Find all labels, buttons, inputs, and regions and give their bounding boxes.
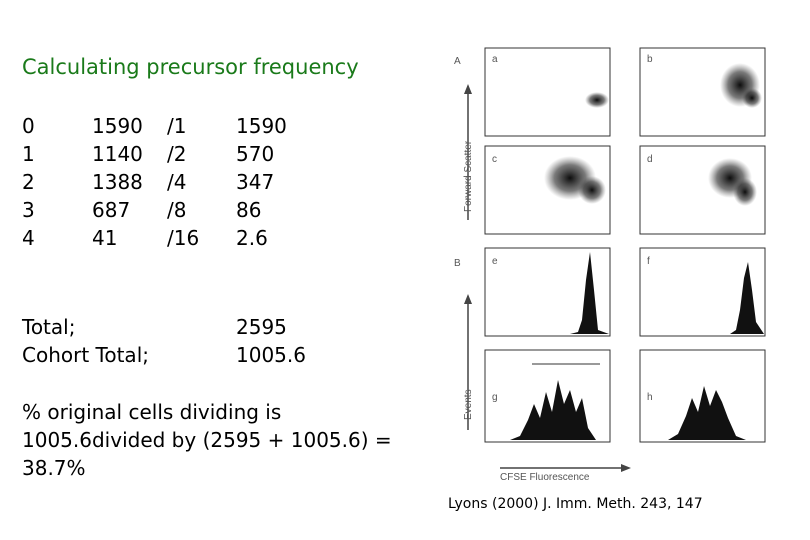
panel-a-letter: a <box>492 54 498 65</box>
total-label: Total; <box>22 315 76 339</box>
panel-b-letter: b <box>647 54 653 65</box>
panel-e: e <box>484 247 611 337</box>
panel-f: f <box>639 247 766 337</box>
panel-b: b <box>639 47 766 137</box>
forward-scatter-label: Forward Scatter <box>463 140 474 212</box>
dilution-factor: /16 <box>167 226 200 250</box>
division-number: 0 <box>22 114 35 138</box>
note-line-1: % original cells dividing is <box>22 400 282 424</box>
histogram-peaks <box>510 380 596 440</box>
note-line-2: 1005.6divided by (2595 + 1005.6) = <box>22 428 392 452</box>
dilution-factor: /8 <box>167 198 187 222</box>
panel-h: h <box>639 349 766 443</box>
cohort-number: 347 <box>236 170 275 194</box>
citation: Lyons (2000) J. Imm. Meth. 243, 147 <box>448 496 703 512</box>
scatter-cluster <box>585 92 609 108</box>
division-number: 4 <box>22 226 35 250</box>
histogram-peak <box>641 262 764 334</box>
panel-a: a <box>484 47 611 137</box>
event-count: 41 <box>92 226 118 250</box>
division-number: 2 <box>22 170 35 194</box>
panel-f-letter: f <box>647 256 650 267</box>
note-line-3: 38.7% <box>22 456 86 480</box>
scatter-cluster-core <box>733 178 757 206</box>
arrow-head-a <box>464 84 472 94</box>
event-count: 687 <box>92 198 131 222</box>
event-count: 1388 <box>92 170 143 194</box>
cohort-total-value: 1005.6 <box>236 343 306 367</box>
event-count: 1590 <box>92 114 143 138</box>
slide-title: Calculating precursor frequency <box>22 55 359 79</box>
total-value: 2595 <box>236 315 287 339</box>
dilution-factor: /1 <box>167 114 187 138</box>
cohort-number: 570 <box>236 142 275 166</box>
arrow-head-b <box>464 294 472 304</box>
panel-c-letter: c <box>492 154 497 165</box>
panel-h-letter: h <box>647 392 653 403</box>
calculation-note: % original cells dividing is 1005.6divid… <box>22 398 442 482</box>
dilution-factor: /2 <box>167 142 187 166</box>
histogram-peak <box>486 252 609 334</box>
dilution-factor: /4 <box>167 170 187 194</box>
panel-g: g <box>484 349 611 443</box>
panel-d-letter: d <box>647 154 653 165</box>
scatter-cluster-core <box>742 88 762 108</box>
flow-cytometry-figure: A B Forward Scatter Events CFSE Fluoresc… <box>454 47 766 480</box>
section-b-label: B <box>454 258 461 269</box>
cohort-number: 2.6 <box>236 226 268 250</box>
cohort-total-label: Cohort Total; <box>22 343 149 367</box>
scatter-cluster-core <box>578 176 606 204</box>
event-count: 1140 <box>92 142 143 166</box>
cohort-number: 1590 <box>236 114 287 138</box>
panel-c: c <box>484 145 611 235</box>
events-label: Events <box>463 389 474 420</box>
arrow-head-x <box>621 464 631 472</box>
division-number: 3 <box>22 198 35 222</box>
panel-e-letter: e <box>492 256 498 267</box>
x-axis-label: CFSE Fluorescence <box>500 472 590 480</box>
panel-g-letter: g <box>492 392 498 403</box>
division-number: 1 <box>22 142 35 166</box>
panel-d: d <box>639 145 766 235</box>
histogram-peaks <box>668 386 746 440</box>
cohort-number: 86 <box>236 198 262 222</box>
section-a-label: A <box>454 56 461 67</box>
